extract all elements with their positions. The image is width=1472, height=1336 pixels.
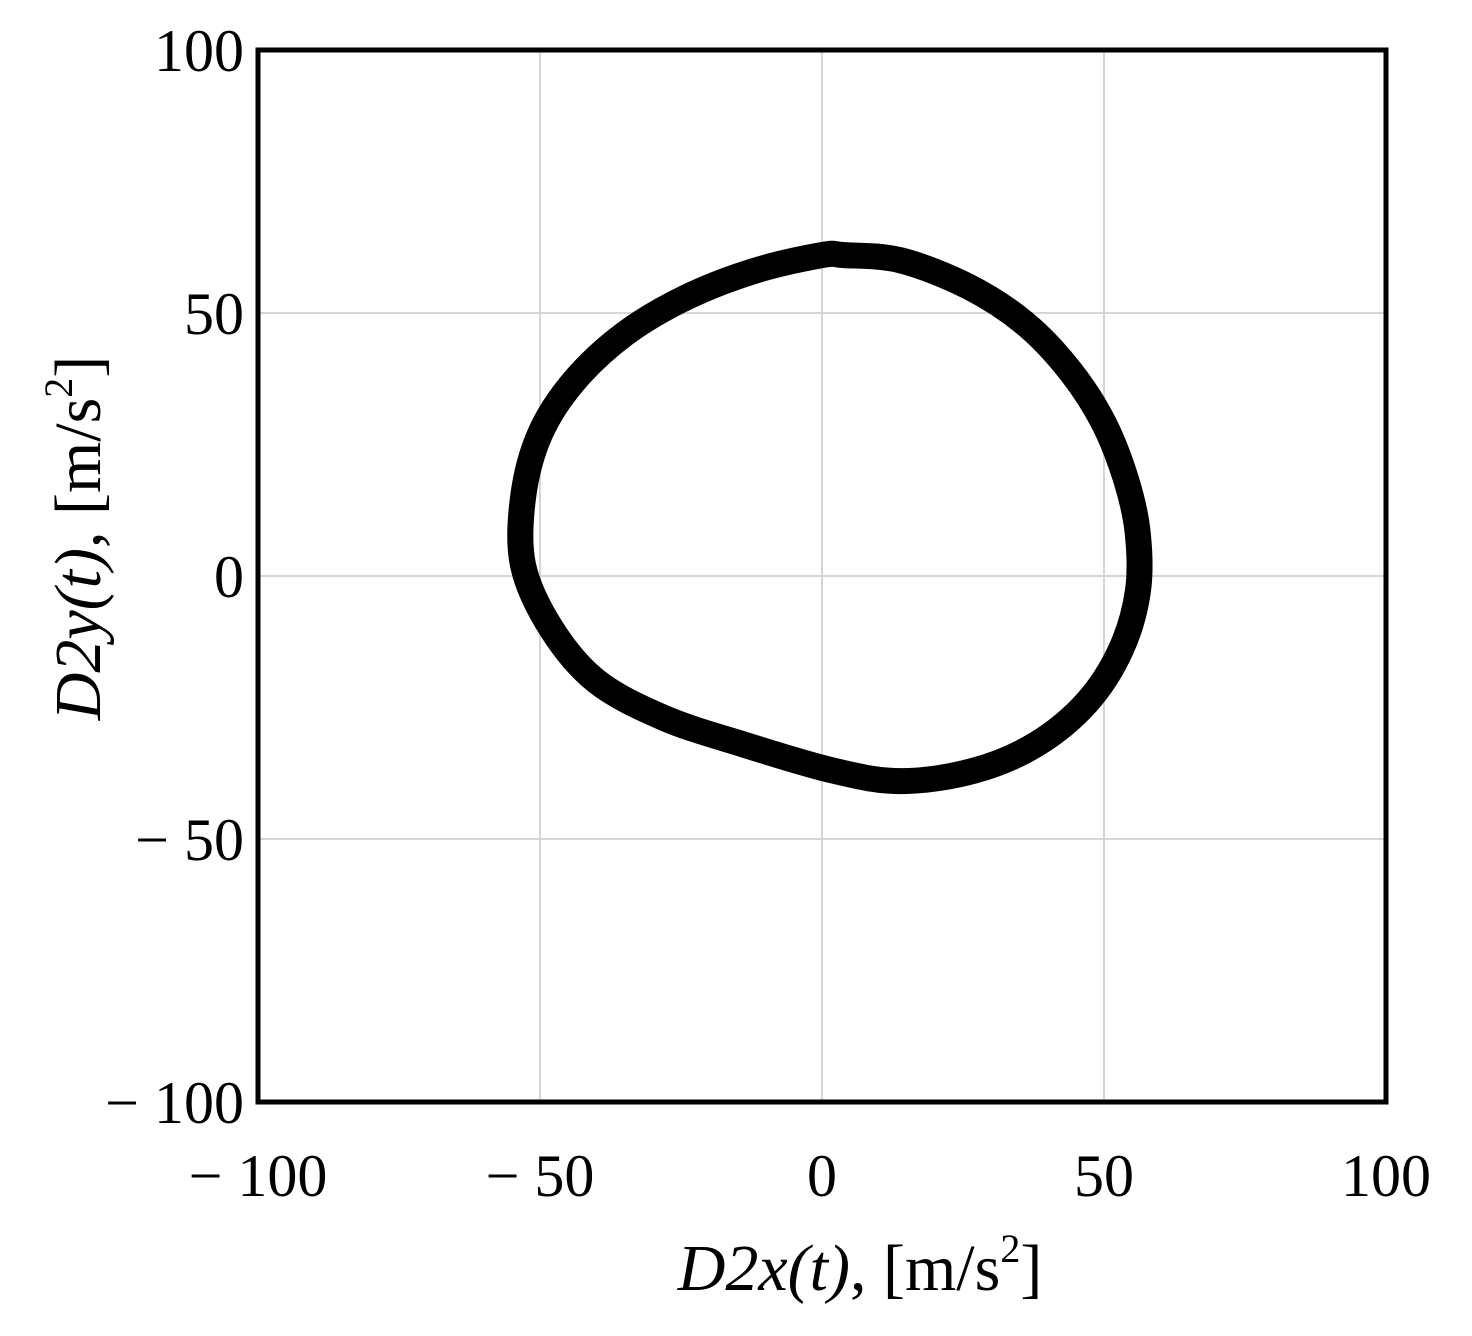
x-tick-label: − 50 [486, 1143, 595, 1209]
y-axis-label-unit-close: ] [42, 356, 115, 378]
y-axis-label-main: D2y(t) [42, 548, 115, 721]
plot-frame [255, 47, 1389, 1105]
x-tick-label: 100 [1341, 1143, 1431, 1209]
x-axis-label: D2x(t), [m/s2] [677, 1226, 1043, 1305]
x-axis-label-unit-sup: 2 [1000, 1226, 1020, 1271]
x-axis-label-unit: [m/s [883, 1232, 1000, 1305]
y-tick-labels: − 100 − 50 0 50 100 [105, 18, 244, 1136]
x-tick-label: − 100 [189, 1143, 328, 1209]
y-tick-label: − 50 [135, 807, 244, 873]
grid-lines [258, 50, 1386, 1102]
y-axis-label: D2y(t), [m/s2] [36, 356, 115, 722]
plot-area [507, 240, 1153, 795]
x-tick-label: 0 [807, 1143, 837, 1209]
y-tick-label: 100 [154, 18, 244, 84]
y-tick-label: 50 [184, 281, 244, 347]
series-curve [507, 240, 1153, 795]
x-axis-label-sep: , [850, 1232, 883, 1305]
y-axis-label-unit-sup: 2 [36, 378, 81, 398]
x-tick-label: 50 [1074, 1143, 1134, 1209]
y-tick-label: 0 [214, 544, 244, 610]
x-tick-labels: − 100 − 50 0 50 100 [189, 1143, 1431, 1209]
y-tick-label: − 100 [105, 1070, 244, 1136]
y-axis-label-sep: , [42, 515, 115, 548]
x-axis-label-unit-close: ] [1020, 1232, 1042, 1305]
x-axis-label-main: D2x(t) [677, 1232, 850, 1305]
y-axis-label-unit: [m/s [42, 398, 115, 515]
